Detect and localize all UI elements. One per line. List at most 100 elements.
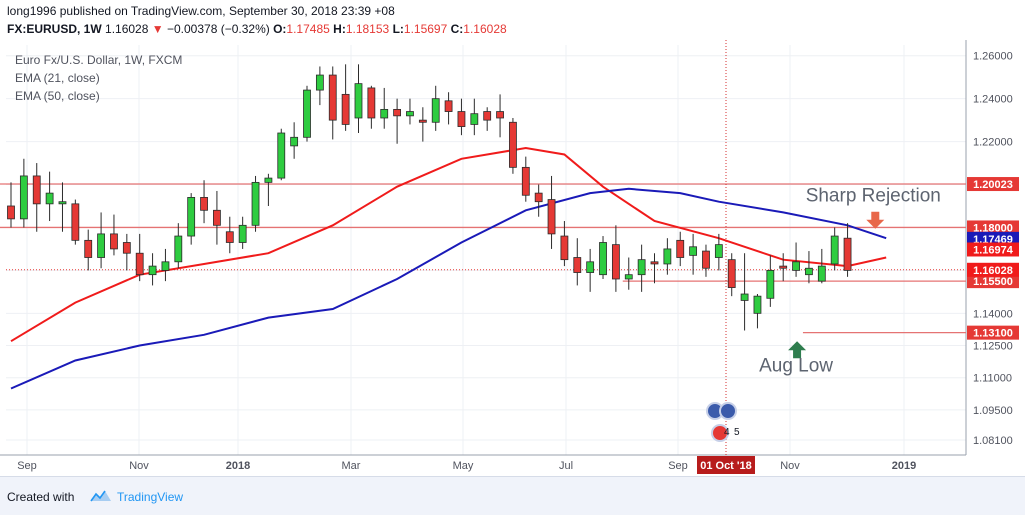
candle-up — [637, 259, 646, 276]
series-price-label — [967, 242, 1019, 257]
candle-down — [32, 175, 41, 205]
candle-up — [624, 274, 633, 280]
candle-up — [174, 235, 183, 263]
open-label: O: — [273, 22, 287, 36]
candle-up — [277, 132, 286, 179]
event-count: 4 — [724, 427, 730, 438]
candle-up — [315, 74, 324, 91]
candle-up — [290, 136, 299, 147]
level-price-label — [967, 325, 1019, 340]
open-value: 1.17485 — [286, 22, 330, 36]
y-tick-label: 1.09500 — [973, 405, 1013, 417]
candle-down — [457, 111, 466, 127]
candle-down — [727, 259, 736, 288]
x-tick-label: Nov — [780, 460, 800, 472]
candle-up — [805, 267, 813, 276]
candle-down — [213, 209, 221, 226]
candle-down — [534, 192, 543, 203]
candle-up — [753, 295, 762, 314]
eu-flag-icon — [719, 402, 737, 420]
legend-ema50: EMA (50, close) — [15, 89, 100, 103]
footer-bar: Created with TradingView — [0, 476, 1025, 515]
price-chart[interactable]: Sharp Rejection Aug Low 4 5 1.26000 1.24000 1.… — [0, 40, 1025, 476]
candle-up — [599, 242, 607, 276]
candle-up — [431, 98, 440, 123]
candle-up — [187, 197, 196, 237]
series-price-label-text: 1.16028 — [973, 265, 1013, 277]
chart-header: long1996 published on TradingView.com, S… — [0, 0, 1025, 40]
y-tick-label: 1.08100 — [973, 435, 1013, 447]
tradingview-cloud-icon — [90, 490, 111, 502]
candle-down — [496, 111, 504, 119]
candle-up — [714, 244, 723, 258]
candle-up — [303, 89, 311, 138]
ema21-line — [10, 146, 887, 343]
candle-down — [843, 237, 852, 271]
close-label: C: — [450, 22, 464, 36]
candle-up — [238, 224, 247, 243]
series-price-label — [967, 231, 1019, 246]
candle-up — [148, 265, 157, 276]
candle-up — [740, 293, 749, 301]
candle-down — [611, 244, 620, 280]
x-tick-label: 2018 — [226, 460, 250, 472]
candle-down — [225, 231, 234, 243]
x-tick-label: Nov — [129, 460, 149, 472]
candle-down — [200, 197, 208, 211]
level-price-label-text: 1.18000 — [973, 222, 1013, 234]
candle-up — [470, 113, 479, 125]
low-label: L: — [392, 22, 404, 36]
eu-flag-icon — [711, 424, 729, 442]
candle-up — [251, 181, 260, 226]
event-count: 5 — [734, 427, 740, 438]
level-price-label — [967, 220, 1019, 235]
candle-down — [509, 121, 517, 168]
candle-up — [354, 83, 363, 119]
y-tick-label: 1.26000 — [973, 51, 1013, 63]
candle-down — [7, 205, 15, 220]
arrow-up-icon — [788, 341, 807, 359]
level-price-label-text: 1.15500 — [973, 276, 1013, 288]
candle-down — [393, 108, 402, 117]
x-tick-label: Sep — [668, 460, 688, 472]
candle-up — [58, 201, 67, 205]
symbol-label: FX:EURUSD, 1W — [7, 22, 102, 36]
symbol-line: FX:EURUSD, 1W 1.16028 ▼ −0.00378 (−0.32%… — [7, 22, 507, 36]
x-tick-label: May — [453, 460, 474, 472]
candle-up — [830, 235, 839, 265]
candle-down — [676, 239, 685, 258]
low-value: 1.15697 — [403, 22, 448, 36]
annotation-aug-low: Aug Low — [759, 355, 833, 376]
candle-down — [418, 119, 427, 123]
y-tick-label: 1.24000 — [973, 94, 1013, 106]
candle-up — [19, 175, 28, 220]
level-price-label-text: 1.20023 — [973, 179, 1013, 191]
candle-up — [45, 192, 54, 205]
crosshair-date-label: 01 Oct '18 — [700, 460, 752, 472]
down-arrow-icon: ▼ — [151, 22, 164, 36]
candle-up — [264, 177, 273, 183]
legend-ema21: EMA (21, close) — [15, 71, 100, 85]
candle-up — [161, 261, 170, 271]
level-price-label — [967, 177, 1019, 192]
published-text: published on TradingView.com, September … — [59, 4, 395, 18]
y-tick-label: 1.14000 — [973, 308, 1013, 320]
candle-down — [521, 166, 530, 196]
candle-down — [71, 203, 80, 241]
candle-down — [573, 257, 582, 273]
candle-down — [560, 235, 569, 261]
y-tick-label: 1.12500 — [973, 341, 1013, 353]
series-price-label — [967, 262, 1019, 277]
candle-up — [406, 111, 414, 117]
candle-down — [122, 242, 131, 254]
high-value: 1.18153 — [345, 22, 390, 36]
author-name[interactable]: long1996 — [7, 4, 57, 18]
x-tick-label: Mar — [342, 460, 361, 472]
annotation-sharp-rejection: Sharp Rejection — [806, 186, 941, 207]
tradingview-brand-link[interactable]: TradingView — [117, 490, 184, 504]
candle-up — [817, 265, 826, 282]
high-label: H: — [333, 22, 346, 36]
arrow-down-icon — [866, 211, 885, 229]
price-change: −0.00378 (−0.32%) — [166, 22, 270, 36]
close-value: 1.16028 — [463, 22, 507, 36]
